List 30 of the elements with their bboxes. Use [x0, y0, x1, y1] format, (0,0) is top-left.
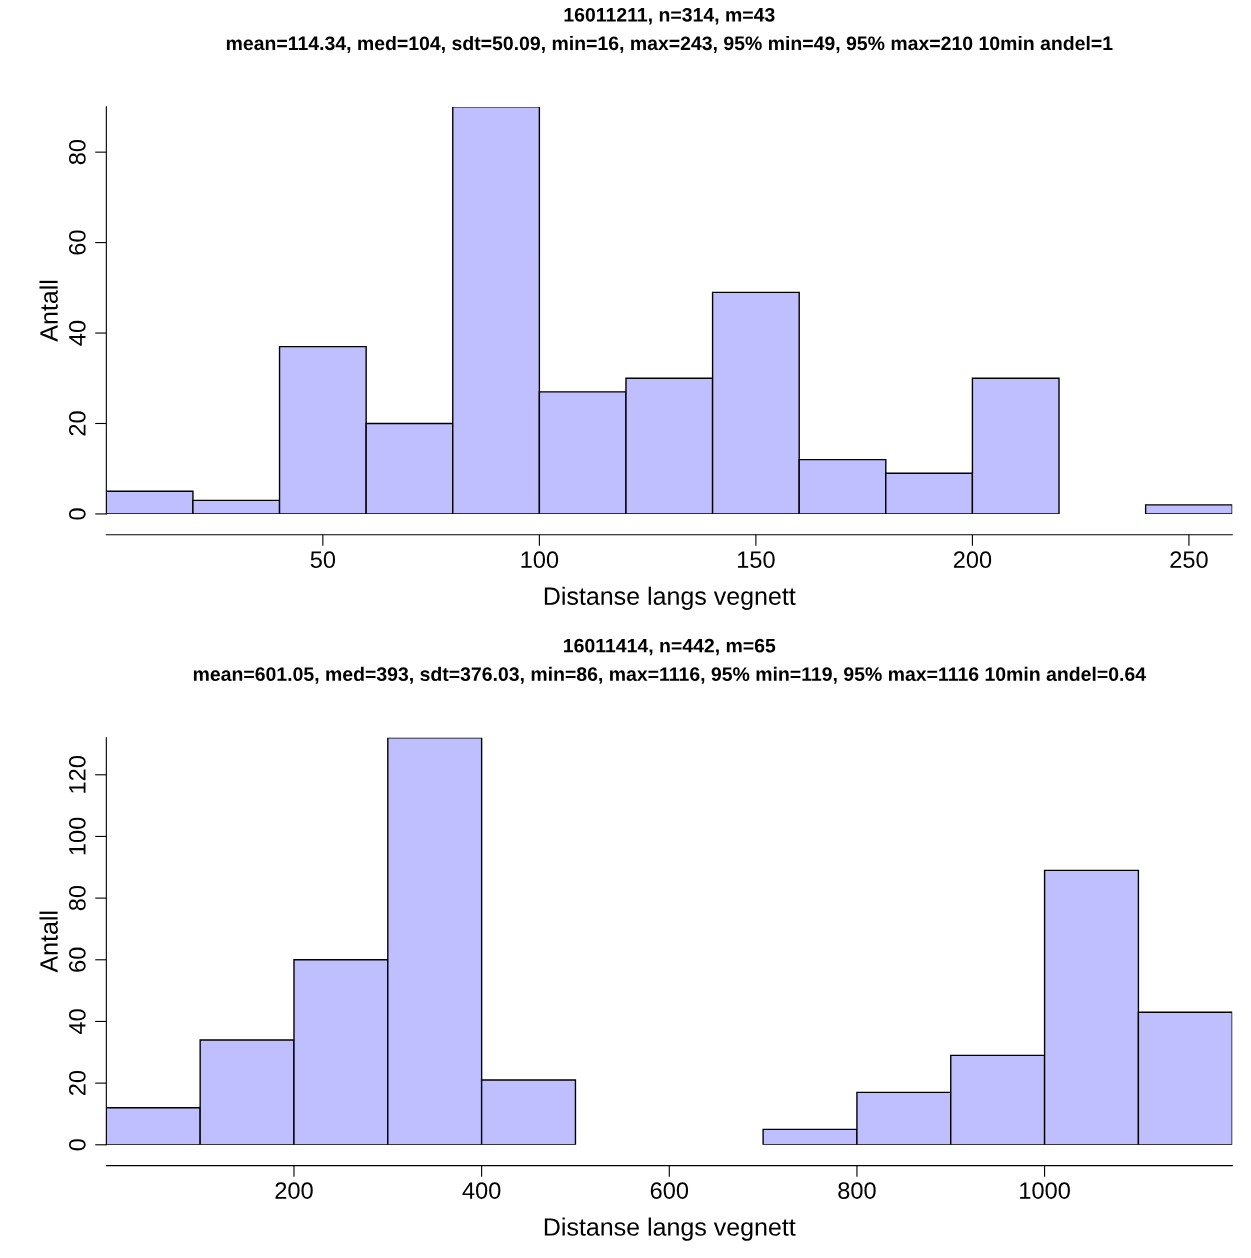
x-tick-label: 1000 [1020, 1182, 1070, 1199]
y-tick-label: 120 [68, 756, 86, 793]
chart-subtitle: mean=114.34, med=104, sdt=50.09, min=16, max=243, 95% min=49, 95% max=210 10min andel=1 [226, 35, 1113, 53]
x-tick-label: 400 [462, 1182, 501, 1199]
y-tick-label: 40 [68, 1009, 86, 1035]
x-axis-title: Distanse langs vegnett [544, 1217, 796, 1241]
x-tick-label: 600 [650, 1182, 689, 1199]
x-tick-label: 150 [738, 551, 775, 569]
x-tick-label: 200 [275, 1182, 313, 1199]
y-tick-label: 0 [68, 508, 86, 520]
y-tick-label: 0 [68, 1139, 86, 1151]
chart-subtitle: mean=601.05, med=393, sdt=376.03, min=86, max=1116, 95% min=119, 95% max=1116 10min andel=0.64 [193, 666, 1146, 684]
y-tick-label: 20 [68, 1070, 86, 1096]
x-tick-label: 800 [838, 1182, 876, 1199]
y-tick-label: 40 [68, 320, 86, 346]
x-tick-label: 50 [310, 551, 336, 569]
x-tick-label: 250 [1170, 551, 1208, 569]
chart-title: 16011211, n=314, m=43 [564, 7, 775, 25]
y-tick-label: 80 [68, 885, 86, 911]
y-tick-label: 100 [68, 817, 86, 855]
chart-title: 16011414, n=442, m=65 [564, 638, 776, 656]
y-tick-label: 20 [68, 411, 86, 436]
y-tick-label: 60 [68, 947, 86, 972]
x-axis-title: Distanse langs vegnett [544, 586, 796, 610]
x-tick-label: 200 [953, 551, 992, 569]
x-tick-label: 100 [521, 551, 559, 569]
y-axis-title: Antall [39, 280, 58, 342]
y-axis-title: Antall [39, 911, 58, 973]
y-tick-label: 80 [68, 139, 86, 165]
y-tick-label: 60 [68, 230, 86, 255]
